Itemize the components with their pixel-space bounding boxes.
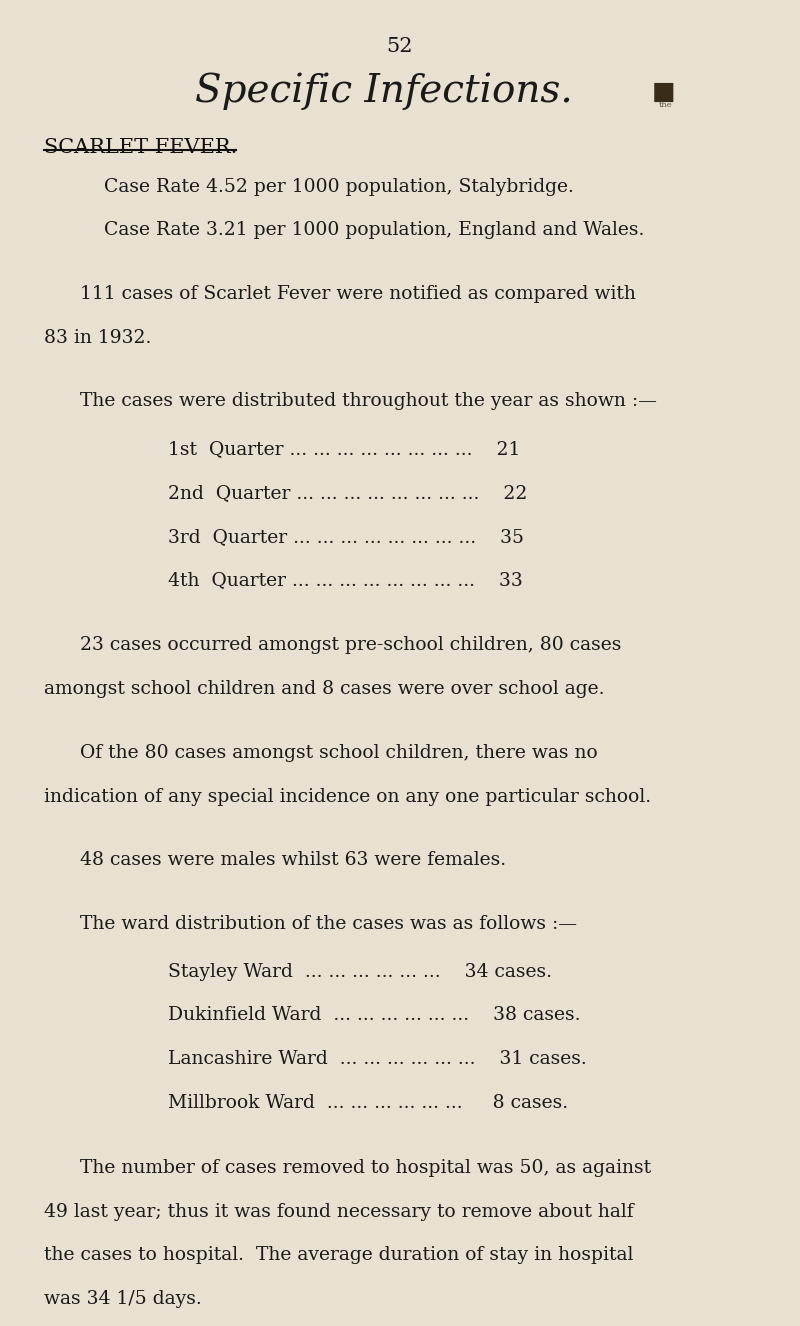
Text: 49 last year; thus it was found necessary to remove about half: 49 last year; thus it was found necessar… [44,1203,634,1221]
Text: 48 cases were males whilst 63 were females.: 48 cases were males whilst 63 were femal… [80,851,506,870]
Text: 1st  Quarter ... ... ... ... ... ... ... ...    21: 1st Quarter ... ... ... ... ... ... ... … [168,440,520,459]
Text: 4th  Quarter ... ... ... ... ... ... ... ...    33: 4th Quarter ... ... ... ... ... ... ... … [168,572,522,590]
Text: the cases to hospital.  The average duration of stay in hospital: the cases to hospital. The average durat… [44,1246,634,1265]
Text: The number of cases removed to hospital was 50, as against: The number of cases removed to hospital … [80,1159,651,1177]
Text: 111 cases of Scarlet Fever were notified as compared with: 111 cases of Scarlet Fever were notified… [80,285,636,304]
Text: Stayley Ward  ... ... ... ... ... ...    34 cases.: Stayley Ward ... ... ... ... ... ... 34 … [168,963,552,981]
Text: Millbrook Ward  ... ... ... ... ... ...     8 cases.: Millbrook Ward ... ... ... ... ... ... 8… [168,1094,568,1113]
Text: The cases were distributed throughout the year as shown :—: The cases were distributed throughout th… [80,392,657,411]
Text: 3rd  Quarter ... ... ... ... ... ... ... ...    35: 3rd Quarter ... ... ... ... ... ... ... … [168,528,524,546]
Text: 83 in 1932.: 83 in 1932. [44,329,151,347]
Text: 23 cases occurred amongst pre-school children, 80 cases: 23 cases occurred amongst pre-school chi… [80,636,622,655]
Text: 52: 52 [386,37,414,56]
Text: Lancashire Ward  ... ... ... ... ... ...    31 cases.: Lancashire Ward ... ... ... ... ... ... … [168,1050,586,1069]
Text: amongst school children and 8 cases were over school age.: amongst school children and 8 cases were… [44,680,605,699]
Text: Dukinfield Ward  ... ... ... ... ... ...    38 cases.: Dukinfield Ward ... ... ... ... ... ... … [168,1006,581,1025]
Text: was 34 1/5 days.: was 34 1/5 days. [44,1290,202,1309]
Text: indication of any special incidence on any one particular school.: indication of any special incidence on a… [44,788,651,806]
Text: Case Rate 3.21 per 1000 population, England and Wales.: Case Rate 3.21 per 1000 population, Engl… [104,221,644,240]
Text: The ward distribution of the cases was as follows :—: The ward distribution of the cases was a… [80,915,577,934]
Text: ■: ■ [652,80,676,103]
Text: Case Rate 4.52 per 1000 population, Stalybridge.: Case Rate 4.52 per 1000 population, Stal… [104,178,574,196]
Text: Of the 80 cases amongst school children, there was no: Of the 80 cases amongst school children,… [80,744,598,762]
Text: 2nd  Quarter ... ... ... ... ... ... ... ...    22: 2nd Quarter ... ... ... ... ... ... ... … [168,484,527,503]
Text: SCARLET FEVER.: SCARLET FEVER. [44,138,238,156]
Text: the: the [658,101,672,109]
Text: Specific Infections.: Specific Infections. [195,73,573,110]
